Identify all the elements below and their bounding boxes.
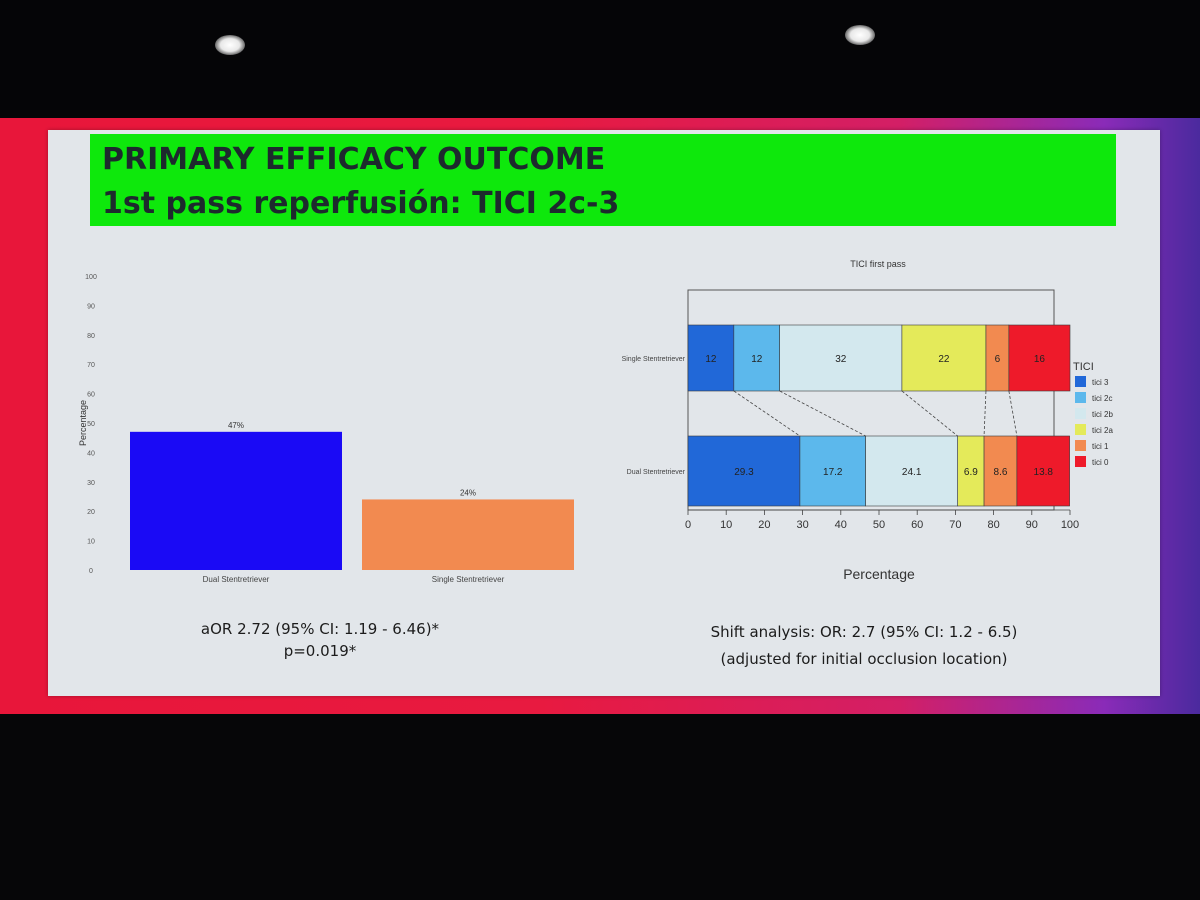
x-tick-label: 90: [1026, 519, 1038, 531]
stacked-bar-segment: [865, 435, 958, 507]
floor-background: [0, 714, 1200, 900]
ceiling-background: [0, 0, 1200, 120]
x-tick-label: 0: [685, 519, 691, 531]
right-caption-line1: Shift analysis: OR: 2.7 (95% CI: 1.2 - 6…: [710, 623, 1018, 641]
x-tick-label: 40: [835, 519, 847, 531]
y-tick-label: 40: [87, 450, 95, 457]
x-tick-label: 70: [949, 519, 961, 531]
legend-title: TICI: [1073, 361, 1094, 373]
x-tick-label: 20: [758, 519, 770, 531]
ceiling-light-right: [845, 25, 875, 45]
segment-value-label: 12: [751, 354, 763, 365]
stacked-bar-segment: [957, 435, 985, 507]
y-tick-label: 20: [87, 509, 95, 516]
legend-label: tici 2b: [1092, 410, 1113, 419]
connector-line: [901, 390, 958, 437]
x-tick-label: 50: [873, 519, 885, 531]
stacked-bar-segment: [1008, 324, 1071, 392]
y-tick-label: 10: [87, 539, 95, 546]
x-axis-label: Percentage: [843, 566, 915, 582]
bar: [130, 431, 342, 570]
right-caption-line2: (adjusted for initial occlusion location…: [720, 650, 1008, 668]
segment-value-label: 16: [1034, 354, 1046, 365]
legend-swatch: [1075, 392, 1086, 403]
x-category-label: Dual Stentretriever: [203, 575, 270, 584]
legend-swatch: [1075, 376, 1086, 387]
legend-label: tici 0: [1092, 458, 1109, 467]
legend-swatch: [1075, 408, 1086, 419]
bar-value-label: 47%: [228, 421, 244, 430]
segment-value-label: 6.9: [964, 467, 978, 478]
stacked-bar-segment: [687, 435, 801, 507]
stacked-bar-segment: [687, 324, 735, 392]
y-tick-label: 0: [89, 568, 93, 575]
slide: PRIMARY EFFICACY OUTCOME 1st pass reperf…: [48, 130, 1160, 696]
x-tick-label: 60: [911, 519, 923, 531]
y-tick-label: 70: [87, 362, 95, 369]
slide-subtitle: 1st pass reperfusión: TICI 2c-3: [102, 186, 620, 221]
legend-swatch: [1075, 440, 1086, 451]
legend-label: tici 3: [1092, 378, 1109, 387]
y-tick-label: 50: [87, 421, 95, 428]
segment-value-label: 13.8: [1034, 467, 1054, 478]
y-tick-label: 100: [85, 274, 97, 281]
stacked-bar-segment: [779, 324, 903, 392]
connector-line: [983, 390, 987, 437]
y-axis-label: Percentage: [78, 400, 88, 446]
segment-value-label: 22: [938, 354, 950, 365]
x-tick-label: 30: [796, 519, 808, 531]
x-tick-label: 80: [987, 519, 999, 531]
legend-label: tici 1: [1092, 442, 1109, 451]
segment-value-label: 8.6: [994, 467, 1008, 478]
title-bar: PRIMARY EFFICACY OUTCOME 1st pass reperf…: [90, 134, 1116, 226]
connector-line: [779, 390, 866, 437]
percentage-bar-chart: 0 10 20 30 40 50 60 70 80 90 100 Percentage 47% Dual …: [78, 274, 574, 584]
segment-value-label: 32: [835, 354, 847, 365]
bar: [362, 499, 574, 570]
segment-value-label: 6: [995, 354, 1001, 365]
tici-stacked-bar-chart: TICI first pass 12 12 32 22 6 16 Single Stentre…: [622, 259, 1114, 582]
y-tick-label: 90: [87, 303, 95, 310]
left-caption-line1: aOR 2.72 (95% CI: 1.19 - 6.46)*: [200, 620, 440, 638]
ceiling-light-left: [215, 35, 245, 55]
stacked-bar-segment: [733, 324, 780, 392]
segment-value-label: 12: [705, 354, 717, 365]
chart-title: TICI first pass: [850, 259, 906, 269]
y-category-label: Dual Stentretriever: [627, 469, 686, 476]
stacked-bar-segment: [799, 435, 866, 507]
slide-title: PRIMARY EFFICACY OUTCOME: [102, 142, 606, 177]
stacked-bar-segment: [1016, 435, 1070, 507]
legend-swatch: [1075, 424, 1086, 435]
legend-swatch: [1075, 456, 1086, 467]
x-tick-label: 10: [720, 519, 732, 531]
stacked-bar-segment: [901, 324, 987, 392]
y-tick-label: 80: [87, 333, 95, 340]
y-tick-label: 30: [87, 480, 95, 487]
connector-line: [733, 390, 801, 437]
x-tick-label: 100: [1061, 519, 1079, 531]
legend-label: tici 2c: [1092, 394, 1112, 403]
segment-value-label: 29.3: [734, 467, 754, 478]
y-tick-label: 60: [87, 392, 95, 399]
connector-line: [1008, 390, 1018, 437]
segment-value-label: 17.2: [823, 467, 843, 478]
y-category-label: Single Stentretriever: [622, 356, 686, 363]
x-category-label: Single Stentretriever: [432, 575, 505, 584]
bar-value-label: 24%: [460, 488, 476, 497]
legend-label: tici 2a: [1092, 426, 1113, 435]
segment-value-label: 24.1: [902, 467, 922, 478]
left-caption-line2: p=0.019*: [283, 642, 357, 660]
